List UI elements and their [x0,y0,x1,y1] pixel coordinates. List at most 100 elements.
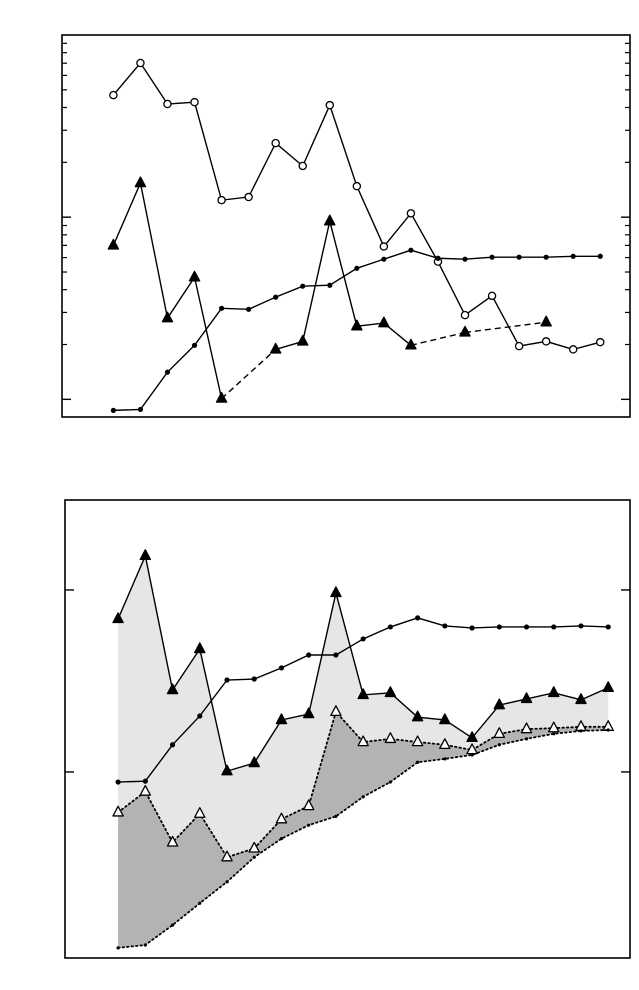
marker [198,901,202,905]
marker [307,823,311,827]
marker [215,391,228,403]
marker [460,310,470,320]
marker [221,850,233,862]
plot-frame [64,499,631,959]
series-line [112,180,223,399]
gap-connector [464,321,547,334]
marker [139,784,152,796]
marker [248,756,260,768]
marker [435,255,441,261]
marker [116,946,120,950]
marker [164,369,171,375]
marker [487,291,497,301]
marker [411,710,424,722]
marker [333,652,339,658]
marker [439,713,451,725]
marker [352,181,362,191]
marker [194,642,206,654]
marker [406,209,416,218]
marker [269,342,282,354]
marker [251,676,257,682]
marker [161,311,174,323]
marker [489,254,495,260]
marker [378,316,390,328]
marker [360,636,366,642]
marker [252,855,256,859]
marker [191,342,198,348]
marker [570,253,576,259]
marker [244,192,253,202]
marker [279,837,284,841]
marker [415,615,421,621]
marker [224,677,230,683]
marker [516,254,522,260]
marker [579,729,583,733]
marker [357,688,369,700]
marker [520,722,533,734]
marker [330,586,342,598]
marker [306,652,312,658]
marker [575,693,587,705]
area-fill [118,711,609,948]
marker [354,265,360,271]
marker [137,406,144,413]
marker [188,270,201,282]
gap-connector [221,348,277,400]
marker [541,337,551,346]
marker [470,753,474,757]
marker [197,713,203,719]
marker [296,334,309,346]
marker [190,97,199,107]
marker [388,780,392,784]
marker [469,625,475,631]
marker [493,698,506,710]
area-fill [118,555,609,858]
series-line [112,61,601,351]
marker [300,283,306,289]
marker [405,338,417,350]
marker [163,99,172,109]
marker [169,742,176,748]
marker [112,612,124,624]
marker [543,254,549,260]
marker [134,176,147,188]
marker [496,624,502,630]
marker [523,624,530,630]
marker [139,549,152,561]
marker [225,880,229,884]
marker [497,743,501,747]
marker [462,256,468,262]
marker [278,665,285,671]
marker [411,735,424,747]
marker [361,795,365,799]
marker [248,841,260,853]
marker [217,195,226,205]
marker [408,247,414,253]
gap-connector [410,331,466,346]
marker [439,738,451,750]
marker [595,337,605,347]
marker [379,242,389,251]
marker [605,624,611,630]
marker [194,806,206,818]
marker [548,686,560,698]
marker [384,732,397,744]
marker [221,764,233,776]
marker [271,138,280,148]
marker [143,943,147,947]
marker [324,214,336,226]
panel [61,34,631,418]
panel [64,499,631,959]
marker [606,728,610,732]
plot-frame [61,34,631,418]
marker [302,799,315,811]
marker [459,325,471,337]
marker [357,735,369,747]
marker [327,282,333,288]
marker [416,760,420,764]
marker [514,341,524,351]
marker [273,294,279,300]
marker [552,732,556,736]
